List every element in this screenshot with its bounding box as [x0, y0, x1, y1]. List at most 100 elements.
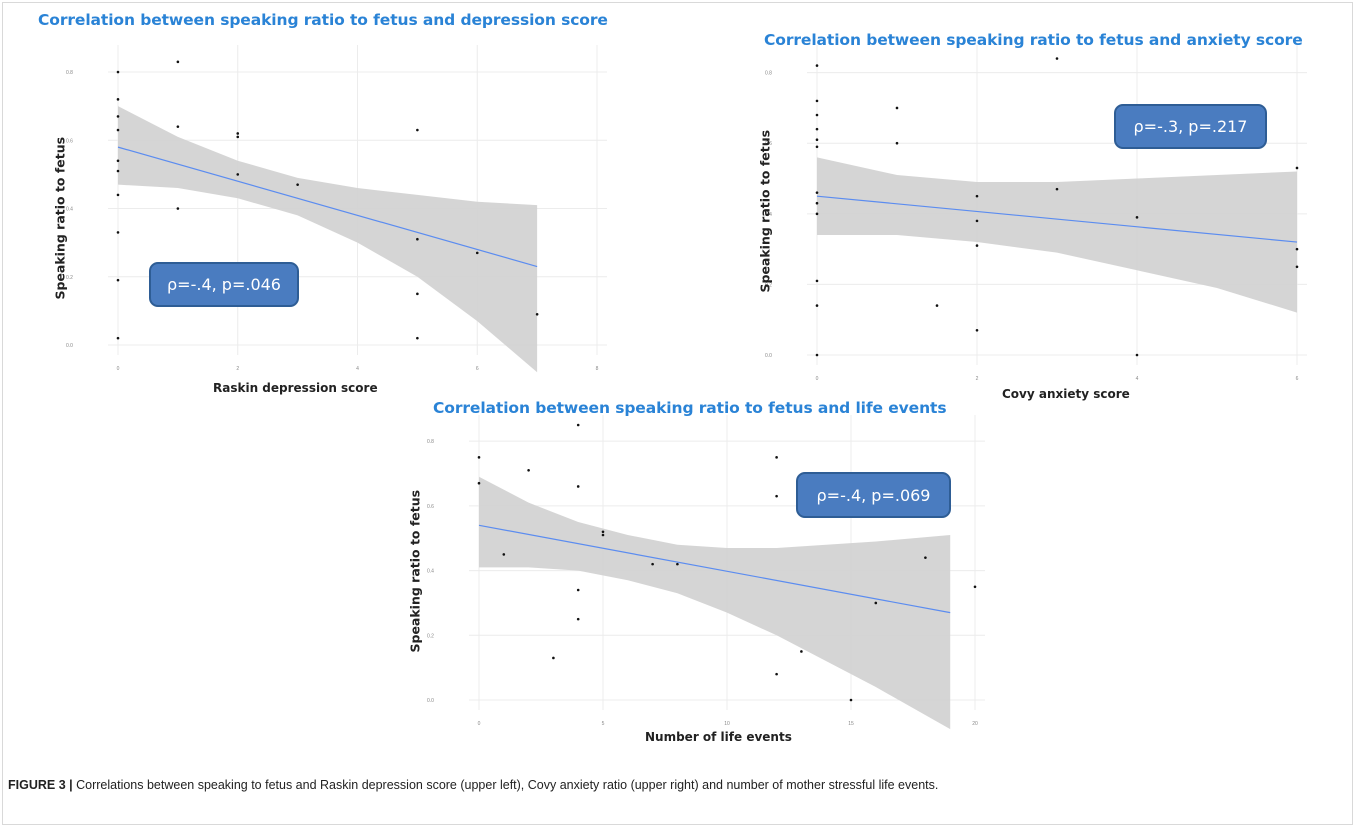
data-point [895, 106, 899, 110]
x-tick-label: 5 [602, 721, 605, 727]
data-point [815, 353, 819, 357]
data-point [1295, 166, 1299, 170]
data-point [815, 201, 819, 205]
data-point [535, 312, 539, 316]
regression-line [117, 146, 538, 268]
data-point [176, 125, 180, 128]
data-point [116, 231, 120, 234]
data-point [116, 159, 120, 163]
data-point [1295, 247, 1299, 251]
data-point [116, 115, 120, 118]
data-point [973, 585, 977, 589]
data-point [676, 562, 679, 566]
anxiety-scatter-plot: 0 2 4 6 0.0 0.2 0.4 0.6 0.8 [765, 45, 1307, 382]
data-point [601, 530, 605, 534]
data-point [576, 423, 580, 427]
data-point [1055, 187, 1059, 191]
data-point [651, 562, 654, 566]
data-point [477, 456, 481, 459]
data-point [236, 132, 240, 135]
data-point [116, 128, 120, 132]
life-events-scatter-plot: 0 5 10 15 20 0.0 0.2 0.4 0.6 0.8 [427, 415, 985, 730]
data-point [176, 60, 180, 64]
x-axis-label: Raskin depression score [213, 381, 378, 395]
confidence-band [118, 106, 538, 373]
data-point [815, 304, 819, 307]
data-point [849, 698, 853, 702]
y-tick-label: 0.0 [427, 698, 434, 704]
chart-title: Correlation between speaking ratio to fe… [38, 11, 608, 29]
y-tick-label: 0.8 [765, 71, 772, 77]
data-point [975, 219, 979, 223]
data-point [576, 485, 580, 488]
data-point [475, 251, 479, 255]
data-point [874, 601, 878, 605]
y-tick-label: 0.6 [66, 138, 73, 144]
data-point [116, 278, 120, 282]
data-point [1055, 57, 1059, 60]
data-point [552, 656, 555, 660]
y-tick-label: 0.4 [66, 207, 73, 213]
depression-scatter-panel: Correlation between speaking ratio to fe… [0, 0, 680, 400]
data-point [1295, 265, 1299, 269]
x-tick-label: 2 [236, 366, 239, 372]
data-point [975, 244, 979, 247]
x-tick-label: 8 [596, 366, 599, 372]
x-tick-label: 6 [476, 366, 479, 372]
data-point [176, 207, 180, 210]
data-point [815, 64, 819, 67]
data-point [116, 70, 120, 74]
data-point [576, 588, 580, 592]
data-point [775, 672, 778, 676]
confidence-band [817, 157, 1297, 313]
data-point [416, 237, 419, 241]
data-point [236, 135, 240, 139]
caption-text: Correlations between speaking to fetus a… [76, 778, 939, 792]
x-tick-label: 10 [724, 721, 730, 727]
data-point [116, 169, 120, 173]
data-point [815, 138, 819, 142]
y-tick-label: 0.2 [765, 282, 772, 288]
figure-caption: FIGURE 3 | Correlations between speaking… [8, 776, 1338, 795]
data-point [236, 173, 240, 176]
data-point [416, 336, 419, 340]
regression-line [816, 195, 1298, 243]
data-point [116, 98, 120, 101]
data-point [116, 193, 120, 197]
data-point [116, 336, 120, 340]
y-axis-label: Speaking ratio to fetus [407, 489, 423, 653]
life-events-scatter-panel: Correlation between speaking ratio to fe… [407, 399, 985, 744]
data-point [775, 494, 778, 498]
y-tick-label: 0.4 [765, 212, 772, 218]
x-tick-label: 6 [1296, 376, 1299, 382]
data-point [815, 127, 819, 131]
y-tick-label: 0.2 [427, 633, 434, 639]
data-point [815, 99, 819, 103]
data-point [502, 553, 506, 556]
data-point [815, 212, 819, 216]
data-point [975, 194, 979, 198]
x-tick-label: 4 [356, 366, 359, 372]
y-tick-label: 0.6 [427, 504, 434, 510]
data-point [800, 650, 803, 653]
correlation-stat-box: ρ=-.3, p=.217 [1114, 104, 1267, 149]
data-point [935, 304, 939, 307]
correlation-stat-box: ρ=-.4, p=.069 [796, 472, 951, 518]
data-point [815, 279, 819, 283]
data-point [815, 113, 819, 117]
chart-title: Correlation between speaking ratio to fe… [764, 31, 1303, 49]
data-point [1135, 353, 1139, 357]
data-point [527, 468, 530, 472]
x-tick-label: 4 [1136, 376, 1139, 382]
data-point [815, 145, 819, 149]
data-point [477, 481, 481, 485]
y-tick-label: 0.4 [427, 569, 434, 575]
x-tick-label: 0 [117, 366, 120, 372]
data-point [895, 141, 899, 145]
data-point [416, 292, 419, 296]
data-point [815, 191, 819, 194]
data-point [1135, 216, 1139, 219]
y-tick-label: 0.0 [765, 353, 772, 359]
anxiety-scatter-panel: Correlation between speaking ratio to fe… [0, 0, 1357, 410]
